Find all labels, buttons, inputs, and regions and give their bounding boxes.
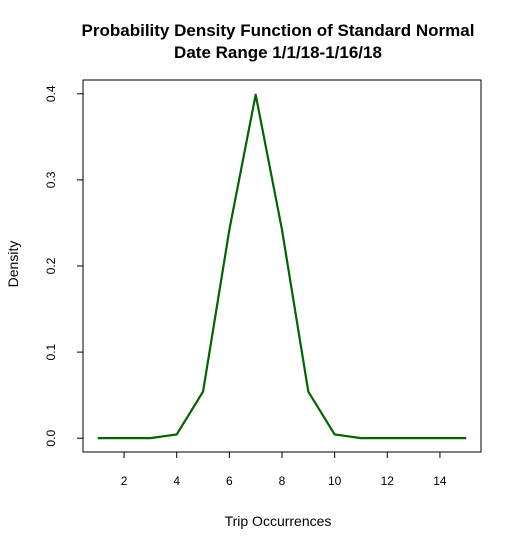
x-tick-label: 14 <box>433 474 447 488</box>
x-axis: 2 4 6 8 10 12 14 <box>121 451 447 488</box>
x-tick-label: 4 <box>173 474 180 488</box>
y-tick-label: 0.0 <box>44 430 58 447</box>
series-layer <box>97 93 467 440</box>
plot-frame <box>82 79 482 453</box>
x-tick-label: 10 <box>328 474 342 488</box>
series-line <box>97 93 467 440</box>
chart-title: Probability Density Function of Standard… <box>82 21 475 40</box>
chart-subtitle: Date Range 1/1/18-1/16/18 <box>174 43 382 62</box>
y-axis-label: Density <box>5 241 21 288</box>
y-tick-label: 0.3 <box>44 171 58 188</box>
x-tick-label: 2 <box>121 474 128 488</box>
x-tick-label: 12 <box>381 474 395 488</box>
x-tick-label: 8 <box>279 474 286 488</box>
y-tick-label: 0.2 <box>44 257 58 274</box>
y-tick-label: 0.4 <box>44 85 58 102</box>
x-axis-label: Trip Occurrences <box>225 513 332 529</box>
y-axis: 0.0 0.1 0.2 0.3 0.4 <box>44 85 84 447</box>
x-tick-label: 6 <box>226 474 233 488</box>
y-tick-label: 0.1 <box>44 343 58 360</box>
